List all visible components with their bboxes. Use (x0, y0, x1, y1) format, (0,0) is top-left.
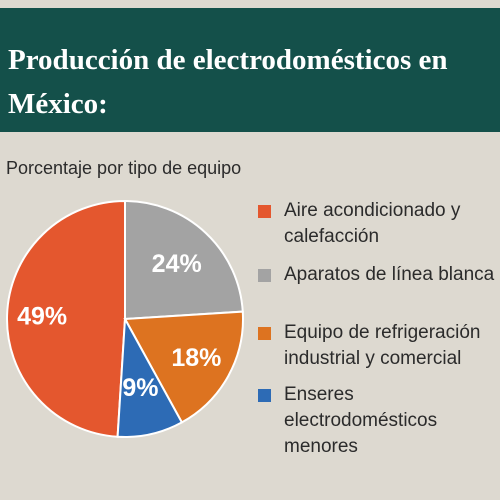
legend-label: Aire acondicionado y calefacción (284, 200, 461, 247)
pie-label-linea-blanca: 24% (152, 250, 202, 278)
pie-slice-refrigeracion (123, 310, 244, 424)
pie-label-enseres: 9% (122, 374, 158, 402)
pie-slice-aire (6, 199, 126, 438)
pie-label-refrigeracion: 18% (171, 344, 221, 372)
chart-title: Producción de electrodomésticos en Méxic… (8, 44, 448, 120)
pie-slice-enseres (116, 315, 184, 438)
legend-item: Equipo de refrigeración industrial y com… (258, 320, 500, 382)
legend-swatch (258, 389, 271, 402)
header-banner: Producción de electrodomésticos en Méxic… (0, 8, 500, 132)
pie-slice-linea-blanca (124, 199, 244, 321)
legend-swatch (258, 205, 271, 218)
legend-label: Enseres electrodomésticos menores (284, 384, 438, 457)
pie-label-aire: 49% (17, 303, 67, 331)
legend-item: Aparatos de línea blanca (258, 262, 500, 320)
legend-item: Enseres electrodomésticos menores (258, 382, 500, 460)
legend: Aire acondicionado y calefacción Aparato… (258, 198, 500, 460)
legend-label: Equipo de refrigeración industrial y com… (284, 322, 481, 369)
legend-swatch (258, 327, 271, 340)
pie-chart: 49% 24% 18% 9% (6, 199, 244, 438)
legend-swatch (258, 269, 271, 282)
legend-item: Aire acondicionado y calefacción (258, 198, 500, 262)
legend-label: Aparatos de línea blanca (284, 264, 495, 285)
chart-subtitle: Porcentaje por tipo de equipo (6, 158, 242, 178)
